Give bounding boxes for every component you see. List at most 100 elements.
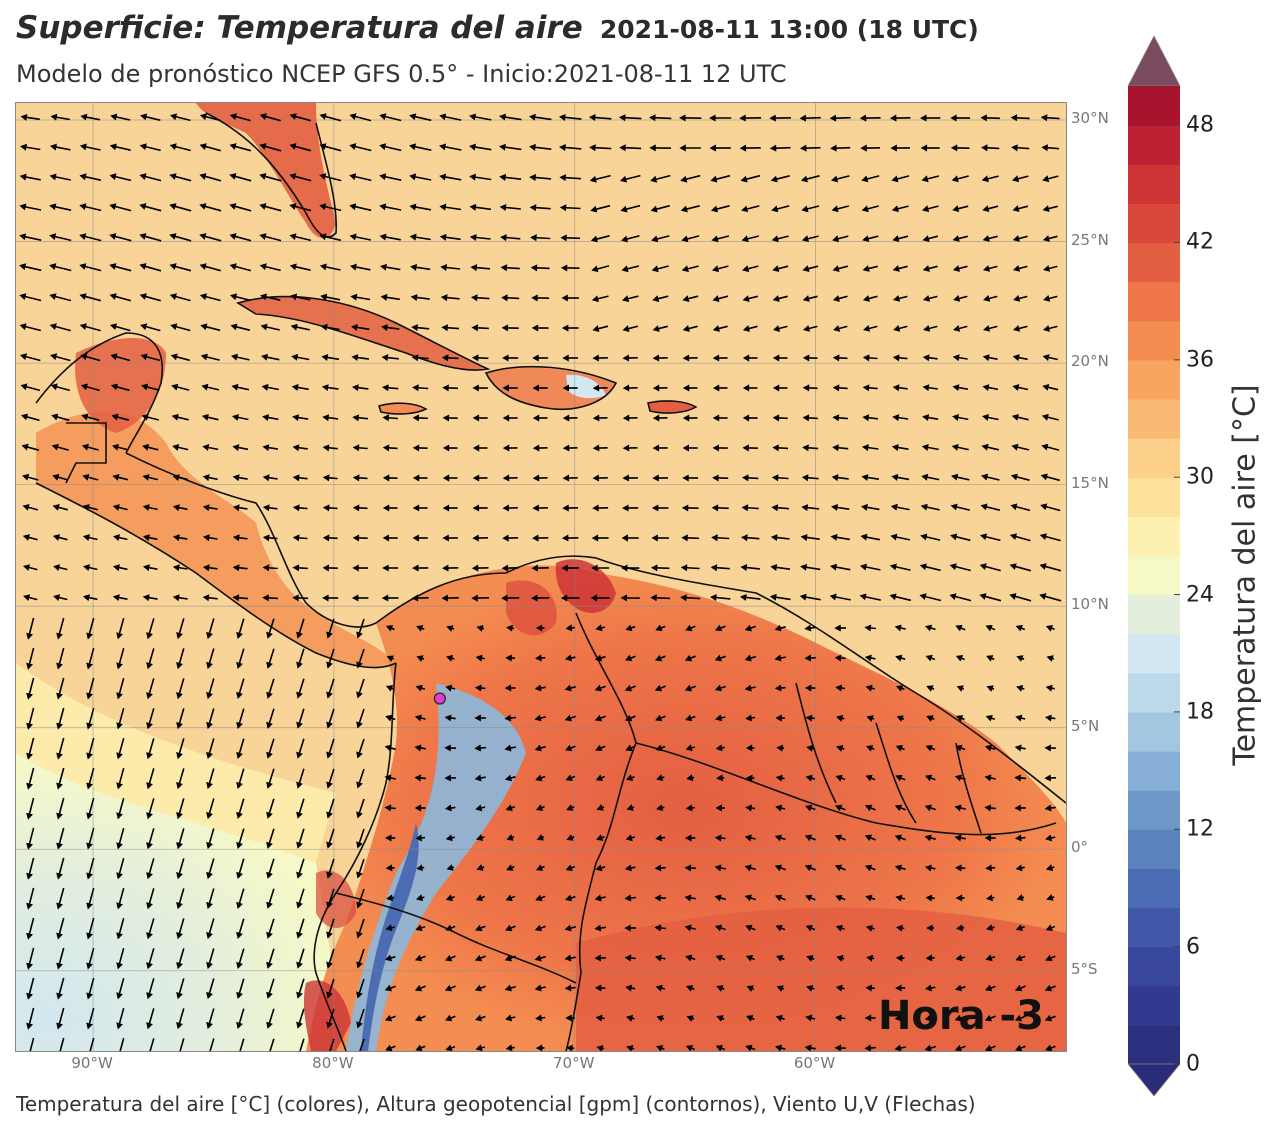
wind-arrow-head (231, 353, 238, 361)
coastline-south-america-north (375, 555, 1066, 804)
wind-arrow-head (594, 654, 603, 662)
wind-arrow-head (53, 564, 61, 572)
wind-arrow-head (892, 414, 900, 422)
wind-arrow-head (49, 233, 57, 241)
wind-arrow-head (685, 744, 693, 752)
wind-arrow-head (835, 925, 843, 932)
wind-arrow-head (534, 744, 542, 752)
colorbar-segment (1128, 711, 1180, 752)
wind-arrow-head (86, 812, 93, 820)
wind-arrow-head (744, 864, 752, 872)
wind-arrow-head (951, 473, 959, 481)
wind-arrow-head (206, 931, 213, 940)
wind-arrow-head (19, 203, 27, 211)
wind-arrow-head (472, 474, 480, 482)
wind-arrow-head (499, 173, 507, 181)
wind-arrow-head (112, 534, 120, 541)
wind-arrow-head (829, 593, 837, 601)
border-colombia-venezuela (575, 612, 637, 864)
wind-arrow-head (292, 564, 300, 572)
wind-arrow (269, 1038, 275, 1051)
wind-arrow-head (446, 625, 454, 632)
wind-arrow-head (622, 414, 630, 422)
wind-arrow-head (111, 443, 119, 451)
wind-arrow-head (116, 872, 123, 880)
wind-arrow-head (773, 325, 781, 332)
wind-arrow-head (26, 932, 34, 940)
wind-arrow-head (685, 834, 692, 842)
wind-arrow-head (266, 841, 273, 849)
wind-arrow-head (445, 684, 453, 692)
wind-arrow-head (864, 654, 872, 662)
wind-arrow-head (890, 503, 898, 511)
wind-arrow-head (326, 871, 333, 879)
wind-arrow-head (831, 474, 839, 482)
wind-arrow-head (322, 444, 330, 452)
wind-arrow-head (501, 564, 509, 572)
wind-arrow-head (296, 841, 303, 849)
wind-arrow-head (176, 842, 183, 850)
wind-arrow-head (772, 414, 780, 422)
wind-arrow-head (109, 203, 117, 211)
wind-arrow-head (445, 924, 453, 932)
wind-arrow-head (742, 474, 749, 482)
wind-arrow-head (236, 931, 243, 939)
wind-arrow-head (562, 354, 569, 362)
wind-arrow-head (86, 722, 93, 730)
wind-arrow-head (1044, 714, 1052, 722)
wind-arrow-head (949, 593, 957, 601)
wind-arrow-head (926, 924, 933, 932)
wind-arrow-head (682, 295, 690, 303)
wind-arrow-head (595, 744, 603, 752)
wind-arrow-head (801, 504, 809, 512)
wind-arrow-head (715, 744, 723, 752)
wind-arrow-head (955, 744, 963, 752)
colorbar-tick-label: 42 (1186, 229, 1214, 255)
wind-arrow-head (1041, 413, 1049, 421)
wind-arrow-head (801, 205, 809, 213)
wind-arrow-head (1044, 774, 1051, 782)
wind-arrow-head (356, 631, 363, 639)
wind-arrow-head (236, 721, 243, 729)
wind-arrow-head (831, 503, 838, 511)
wind-arrow-head (50, 353, 58, 361)
wind-arrow-head (532, 474, 540, 482)
wind-arrow-head (744, 684, 752, 692)
wind-arrow-head (864, 1044, 872, 1051)
wind-arrow-head (206, 871, 213, 880)
wind-arrow-head (352, 474, 360, 482)
wind-arrow-head (50, 383, 58, 391)
wind-arrow-head (1012, 205, 1020, 213)
wind-arrow-head (326, 1021, 333, 1029)
wind-arrow-head (236, 751, 243, 759)
wind-arrow-head (836, 954, 844, 962)
wind-arrow-head (86, 782, 93, 790)
wind-arrow-head (415, 894, 424, 902)
wind-arrow-head (296, 661, 303, 669)
wind-arrow-head (475, 1014, 483, 1022)
wind-arrow-head (770, 563, 778, 571)
wind-arrow-head (416, 655, 424, 662)
wind-arrow-head (116, 722, 123, 730)
ecuador-hot (316, 870, 356, 928)
colorbar-segment (1128, 907, 1180, 948)
wind-arrow-head (592, 444, 600, 452)
wind-arrow-head (176, 782, 183, 790)
wind-arrow-head (385, 924, 393, 932)
wind-arrow-head (319, 233, 327, 241)
wind-arrow-head (626, 1045, 634, 1051)
wind-arrow-head (834, 864, 843, 872)
wind-arrow-head (440, 294, 448, 302)
colorbar-tick-label: 24 (1186, 582, 1214, 608)
wind-arrow-head (1013, 294, 1021, 302)
wind-arrow-head (49, 323, 57, 331)
wind-arrow-head (1012, 325, 1021, 332)
lat-label: 10°N (1071, 595, 1109, 614)
wind-arrow-head (561, 534, 569, 542)
wind-arrow-head (56, 992, 63, 1000)
wind-arrow-head (865, 924, 873, 932)
wind-arrow-head (953, 324, 961, 332)
wind-arrow-head (504, 984, 512, 992)
wind-arrow-head (142, 443, 150, 451)
wind-arrow-head (321, 384, 329, 392)
